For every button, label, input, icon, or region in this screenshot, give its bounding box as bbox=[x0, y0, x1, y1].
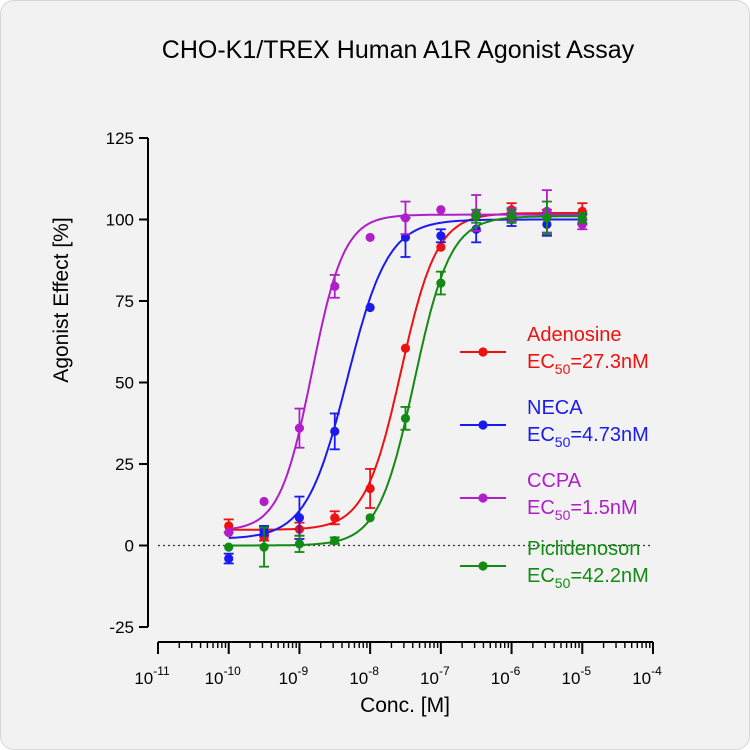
x-tick-label: 10-6 bbox=[491, 664, 521, 688]
legend-series-name: Piclidenoson bbox=[527, 538, 640, 560]
data-point bbox=[294, 539, 305, 549]
data-point bbox=[506, 211, 517, 221]
legend-ec50-label: EC50=1.5nM bbox=[527, 497, 638, 523]
y-tick-label: 100 bbox=[106, 211, 134, 230]
data-point bbox=[436, 205, 446, 215]
data-point bbox=[436, 231, 446, 241]
data-point bbox=[330, 536, 340, 546]
data-point bbox=[365, 483, 375, 494]
y-tick-label: 0 bbox=[125, 537, 134, 556]
legend-series-name: CCPA bbox=[527, 470, 582, 492]
legend-swatch-marker bbox=[478, 420, 488, 430]
data-point bbox=[330, 281, 340, 291]
series-piclidenoson bbox=[224, 200, 588, 568]
data-point bbox=[330, 513, 340, 523]
x-tick-label: 10-4 bbox=[632, 664, 662, 688]
data-point bbox=[224, 553, 234, 564]
x-tick-label: 10-5 bbox=[561, 664, 591, 688]
x-tick-label: 10-11 bbox=[134, 664, 170, 688]
legend-swatch-marker bbox=[478, 347, 488, 357]
plot-area: -25 0 25 50 75 100 125 10-11 10-10 10-9 10-8 10-7 10… bbox=[106, 129, 662, 688]
y-tick-label: -25 bbox=[109, 618, 134, 637]
y-tick-label: 125 bbox=[106, 129, 134, 148]
data-point bbox=[542, 213, 552, 223]
chart-title: CHO-K1/TREX Human A1R Agonist Assay bbox=[162, 36, 635, 64]
legend-ec50-label: EC50=27.3nM bbox=[527, 351, 649, 377]
legend-swatch-marker bbox=[478, 493, 488, 503]
y-tick-label: 75 bbox=[115, 292, 134, 311]
data-point bbox=[436, 242, 446, 252]
data-point bbox=[436, 278, 446, 288]
x-tick-label: 10-10 bbox=[205, 664, 242, 688]
legend-swatch-marker bbox=[478, 561, 488, 571]
data-point bbox=[577, 213, 587, 223]
data-point bbox=[294, 423, 305, 433]
legend-ec50-label: EC50=42.2nM bbox=[527, 565, 649, 591]
data-point bbox=[400, 213, 411, 223]
x-axis-title: Conc. [M] bbox=[360, 694, 450, 717]
data-point bbox=[471, 211, 481, 221]
legend-series-name: Adenosine bbox=[527, 324, 622, 346]
data-point bbox=[224, 542, 234, 552]
data-point bbox=[365, 232, 375, 243]
data-point bbox=[330, 426, 340, 436]
legend-series-name: NECA bbox=[527, 397, 583, 419]
data-point bbox=[224, 527, 234, 538]
y-axis-title: Agonist Effect [%] bbox=[50, 217, 73, 382]
data-point bbox=[259, 496, 269, 507]
y-tick-label: 50 bbox=[115, 374, 134, 393]
data-point bbox=[365, 513, 375, 523]
x-tick-label: 10-8 bbox=[349, 664, 379, 688]
y-tick-label: 25 bbox=[115, 455, 134, 474]
data-point bbox=[259, 542, 269, 552]
data-point bbox=[400, 232, 411, 243]
data-point bbox=[294, 513, 305, 523]
legend-ec50-label: EC50=4.73nM bbox=[527, 424, 649, 450]
x-tick-label: 10-9 bbox=[279, 664, 309, 688]
x-tick-label: 10-7 bbox=[420, 664, 450, 688]
data-point bbox=[365, 302, 375, 313]
data-point bbox=[400, 413, 411, 423]
legend: Adenosine EC50=27.3nM NECA EC50=4.73nM CCPA E… bbox=[460, 324, 649, 591]
data-point bbox=[400, 343, 411, 353]
